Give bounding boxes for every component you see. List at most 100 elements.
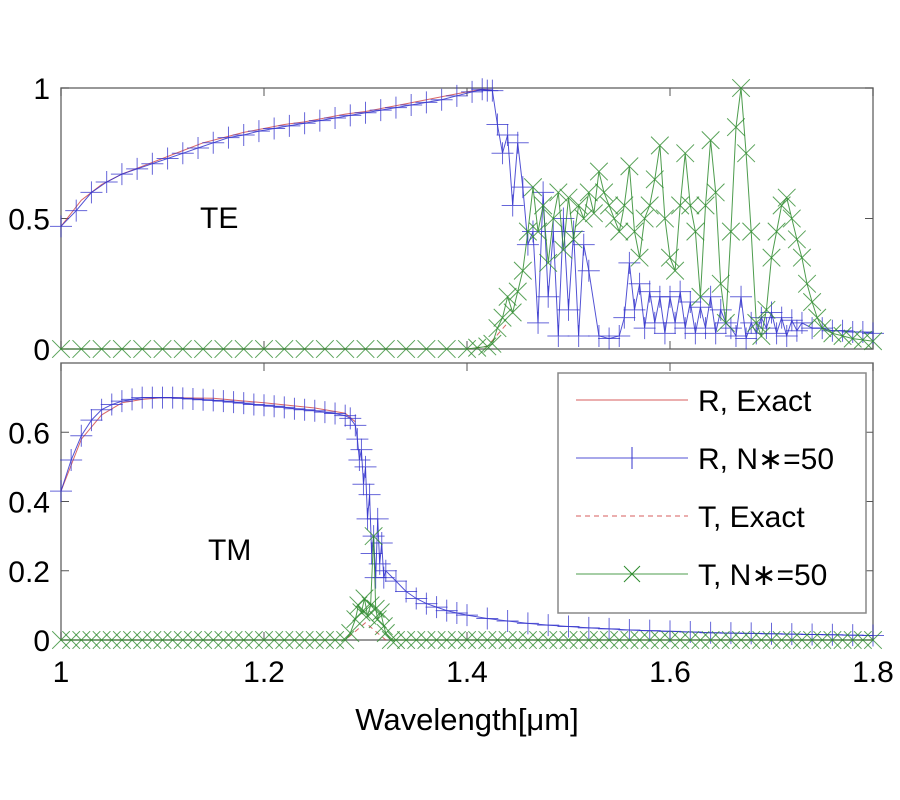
plus-marker bbox=[577, 259, 600, 282]
x-marker bbox=[336, 339, 355, 359]
plus-marker bbox=[684, 322, 707, 345]
plus-marker bbox=[360, 542, 383, 565]
x-marker bbox=[691, 287, 710, 306]
x-marker bbox=[742, 222, 761, 241]
x-marker bbox=[478, 337, 497, 356]
x-marker bbox=[457, 630, 477, 650]
plus-marker bbox=[577, 616, 600, 639]
plus-marker bbox=[242, 393, 265, 416]
x-marker bbox=[102, 630, 121, 650]
plus-marker bbox=[171, 142, 194, 165]
x-tick-label: 1 bbox=[53, 656, 70, 689]
legend: R, Exact R, N∗=50 T, Exact T, N∗=50 bbox=[557, 372, 867, 614]
x-marker bbox=[153, 339, 172, 359]
plus-marker bbox=[156, 147, 179, 170]
te-y-tick-label: 1 bbox=[33, 73, 50, 106]
plus-marker bbox=[694, 317, 717, 340]
x-marker bbox=[254, 339, 274, 359]
plus-marker bbox=[760, 622, 783, 645]
plus-marker bbox=[313, 401, 336, 424]
x-marker bbox=[183, 630, 203, 650]
plus-marker bbox=[354, 455, 377, 478]
x-marker bbox=[863, 332, 883, 351]
plus-marker bbox=[425, 596, 448, 619]
legend-entry: R, Exact bbox=[576, 385, 812, 418]
x-marker bbox=[173, 630, 192, 650]
te-series-r-exact bbox=[60, 88, 493, 227]
x-marker bbox=[508, 282, 527, 301]
x-marker bbox=[731, 78, 751, 98]
tm-y-tick-labels: 0 0.2 0.4 0.6 bbox=[8, 417, 50, 658]
plus-marker bbox=[293, 112, 316, 135]
x-marker bbox=[721, 630, 741, 650]
plus-marker bbox=[90, 398, 113, 421]
x-marker bbox=[254, 630, 274, 650]
x-marker bbox=[214, 630, 233, 650]
plus-marker bbox=[456, 604, 478, 627]
plus-marker bbox=[516, 233, 539, 256]
plus-marker bbox=[222, 391, 245, 414]
plus-marker bbox=[80, 181, 103, 204]
x-marker bbox=[483, 334, 502, 353]
plus-marker bbox=[557, 298, 580, 321]
plus-marker bbox=[415, 91, 438, 114]
plus-marker bbox=[445, 601, 468, 624]
plus-marker bbox=[370, 532, 393, 555]
plus-marker bbox=[653, 322, 676, 345]
plus-marker bbox=[481, 79, 504, 102]
x-marker bbox=[163, 630, 182, 650]
plus-marker bbox=[659, 620, 681, 643]
x-marker bbox=[767, 222, 786, 241]
x-marker bbox=[549, 183, 568, 202]
x-marker bbox=[823, 630, 842, 650]
x-marker bbox=[528, 630, 548, 650]
tm-panel-label: TM bbox=[208, 534, 251, 567]
plus-marker bbox=[253, 394, 275, 417]
x-marker bbox=[747, 313, 766, 333]
x-tick-label: 1.6 bbox=[649, 656, 691, 689]
x-marker bbox=[61, 630, 81, 650]
x-marker bbox=[782, 209, 801, 228]
x-marker bbox=[701, 131, 720, 150]
plus-marker bbox=[618, 618, 641, 641]
x-marker bbox=[813, 630, 832, 650]
x-marker bbox=[549, 630, 568, 650]
te-series-r-n-50 bbox=[50, 78, 884, 350]
x-marker bbox=[437, 339, 456, 359]
te-panel-label: TE bbox=[200, 202, 238, 235]
x-marker bbox=[742, 630, 761, 650]
x-marker bbox=[711, 630, 730, 650]
plus-marker bbox=[273, 396, 296, 419]
plus-marker bbox=[405, 587, 428, 610]
x-marker bbox=[853, 630, 873, 650]
x-marker bbox=[92, 339, 111, 359]
x-marker bbox=[792, 248, 812, 267]
x-marker bbox=[574, 209, 593, 228]
x-marker bbox=[143, 630, 162, 650]
x-marker bbox=[630, 630, 649, 650]
x-marker bbox=[173, 339, 192, 359]
x-marker bbox=[518, 630, 538, 650]
plus-marker bbox=[324, 402, 347, 425]
plus-marker bbox=[521, 220, 544, 243]
x-marker bbox=[493, 308, 512, 327]
x-marker bbox=[579, 630, 598, 650]
plus-marker bbox=[202, 389, 225, 412]
plus-marker bbox=[110, 390, 133, 413]
plus-marker bbox=[862, 624, 884, 647]
x-marker bbox=[417, 339, 436, 359]
x-marker bbox=[305, 630, 324, 650]
x-marker bbox=[808, 308, 827, 327]
x-marker bbox=[386, 630, 406, 650]
x-marker bbox=[234, 630, 253, 650]
x-marker bbox=[589, 630, 609, 650]
plus-marker bbox=[303, 399, 326, 422]
x-tick-label: 1.8 bbox=[852, 656, 894, 689]
x-marker bbox=[772, 630, 791, 650]
plus-marker bbox=[171, 387, 194, 410]
plus-marker bbox=[511, 176, 534, 199]
x-marker bbox=[620, 630, 639, 650]
series-line bbox=[60, 397, 356, 492]
plus-marker bbox=[537, 614, 560, 637]
plus-marker bbox=[352, 473, 375, 496]
